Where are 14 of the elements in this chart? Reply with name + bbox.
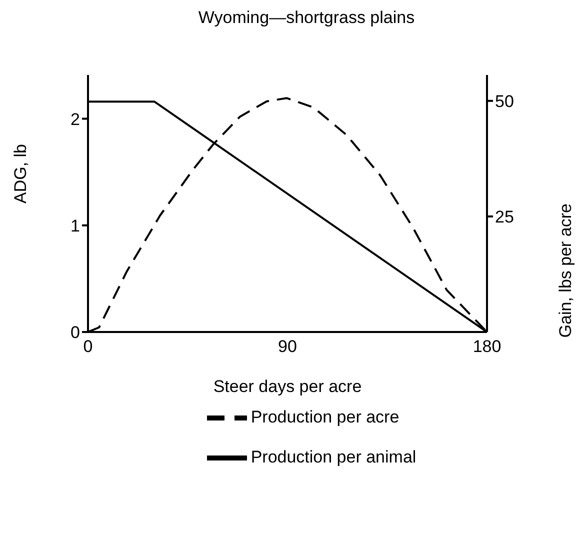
y2-tick-label: 50 <box>495 92 514 111</box>
x-axis-title: Steer days per acre <box>213 377 362 396</box>
legend-label: Production per animal <box>250 447 416 466</box>
x-tick-label: 0 <box>83 337 93 356</box>
legend-label: Production per acre <box>250 407 400 426</box>
chart-title: Wyoming—shortgrass plains <box>197 8 416 29</box>
x-tick-label: 90 <box>278 337 297 356</box>
x-tick-label: 180 <box>472 337 502 356</box>
y-tick-label: 2 <box>70 110 80 129</box>
y-axis-title: ADG, lb <box>11 144 30 204</box>
y-tick-label: 0 <box>70 323 80 342</box>
y-tick-label: 1 <box>70 216 80 236</box>
y2-tick-label: 25 <box>495 207 514 226</box>
y2-axis-title: Gain, lbs per acre <box>556 204 576 338</box>
